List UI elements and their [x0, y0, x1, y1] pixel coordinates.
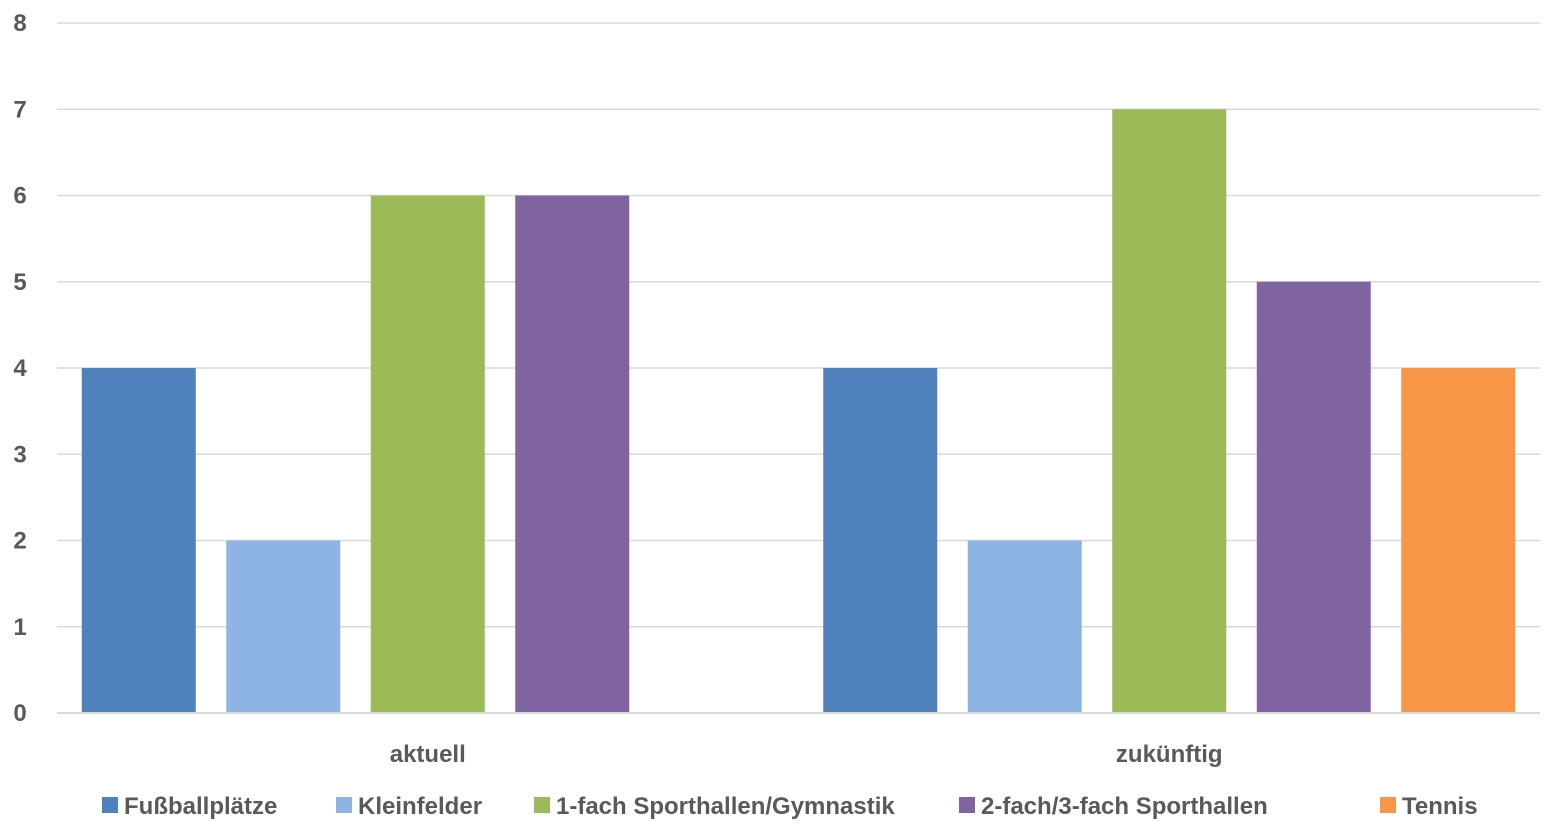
bar-kleinfelder-0: [226, 540, 341, 713]
legend-swatch: [1380, 797, 1396, 813]
y-tick-label: 7: [13, 96, 26, 123]
bar-fu-ballpl-tze-0: [81, 368, 196, 713]
bars: [81, 109, 1516, 713]
bar-2-fach-3-fach-sporthallen-0: [515, 195, 630, 713]
legend-swatch: [534, 797, 550, 813]
legend-label: 2-fach/3-fach Sporthallen: [981, 793, 1268, 820]
y-tick-label: 6: [13, 183, 26, 210]
y-tick-label: 3: [13, 441, 26, 468]
legend-swatch: [336, 797, 352, 813]
legend-label: 1-fach Sporthallen/Gymnastik: [556, 793, 895, 820]
bar-1-fach-sporthallen-gymnastik-1: [1112, 109, 1227, 713]
y-axis-tick-labels: 0 1 2 3 4 5 6 7 8: [13, 10, 27, 727]
bar-fu-ballpl-tze-1: [823, 368, 938, 713]
y-tick-label: 8: [13, 10, 26, 37]
bar-tennis-1: [1401, 368, 1516, 713]
y-tick-label: 0: [13, 700, 26, 727]
bar-1-fach-sporthallen-gymnastik-0: [370, 195, 485, 713]
y-tick-label: 1: [13, 614, 26, 641]
legend-swatch: [102, 797, 118, 813]
legend-label: Fußballplätze: [124, 793, 277, 820]
category-labels: aktuell zukünftig: [390, 741, 1223, 768]
legend-label: Kleinfelder: [358, 793, 482, 820]
bar-2-fach-3-fach-sporthallen-1: [1256, 281, 1371, 713]
legend-label: Tennis: [1402, 793, 1478, 820]
y-tick-label: 2: [13, 528, 26, 555]
legend: Fußballplätze Kleinfelder 1-fach Sporthall…: [102, 793, 1478, 820]
y-tick-label: 4: [13, 355, 27, 382]
legend-swatch: [959, 797, 975, 813]
category-label: aktuell: [390, 741, 466, 768]
bar-kleinfelder-1: [967, 540, 1082, 713]
y-tick-label: 5: [13, 269, 26, 296]
category-label: zukünftig: [1116, 741, 1223, 768]
